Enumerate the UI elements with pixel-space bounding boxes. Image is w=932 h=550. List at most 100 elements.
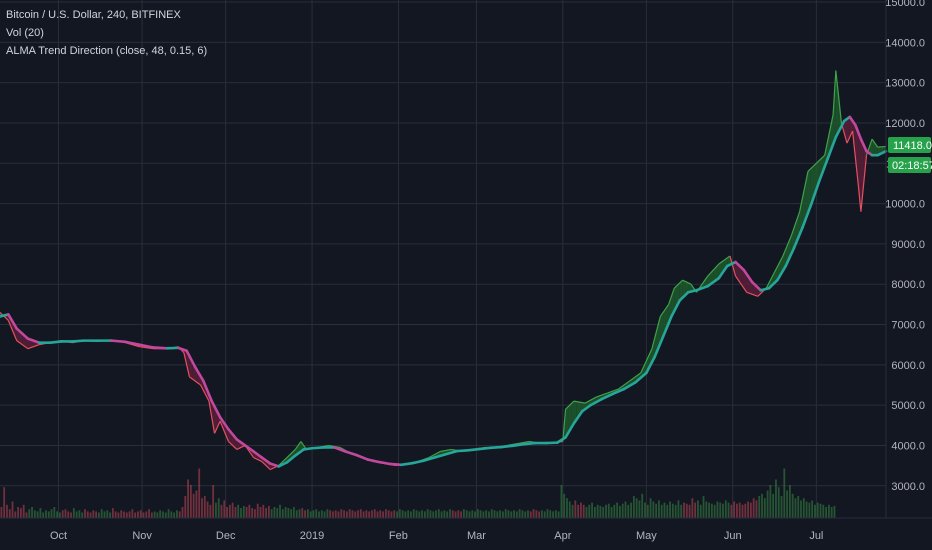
volume-bar xyxy=(382,511,384,518)
volume-bar xyxy=(421,510,424,518)
price-segment xyxy=(782,235,792,257)
legend-volume[interactable]: Vol (20) xyxy=(6,27,44,39)
volume-bar xyxy=(332,511,334,518)
alma-segment xyxy=(854,123,863,141)
volume-bar xyxy=(446,511,449,518)
volume-bar xyxy=(644,502,646,518)
volume-bar xyxy=(697,500,699,518)
alma-segment xyxy=(294,448,305,457)
volume-bar xyxy=(164,512,167,518)
alma-segment xyxy=(834,119,846,139)
alma-segment xyxy=(377,460,392,466)
alma-segment xyxy=(177,346,188,353)
volume-bar xyxy=(3,487,6,518)
legend-indicator[interactable]: ALMA Trend Direction (close, 48, 0.15, 6… xyxy=(6,45,208,57)
volume-bar xyxy=(423,511,426,518)
volume-bar xyxy=(212,485,215,518)
volume-bar xyxy=(217,498,220,518)
volume-bar xyxy=(632,496,635,518)
volume-bar xyxy=(504,509,507,518)
price-segment xyxy=(877,145,887,148)
volume-bar xyxy=(401,510,404,518)
volume-bar xyxy=(306,509,309,518)
volume-bar xyxy=(552,511,554,518)
alma-segment xyxy=(611,387,626,396)
alma-segment xyxy=(227,428,239,441)
alma-segment xyxy=(734,260,746,272)
volume-bar xyxy=(340,509,343,518)
volume-bar xyxy=(415,510,418,518)
volume-bar xyxy=(81,512,84,518)
volume-bar xyxy=(429,510,432,518)
alma-fill-segment xyxy=(27,338,31,349)
volume-bar xyxy=(198,468,201,518)
legend-symbol[interactable]: Bitcoin / U.S. Dollar, 240, BITFINEX xyxy=(6,9,181,21)
volume-bar xyxy=(515,511,518,518)
price-segment xyxy=(228,440,238,450)
alma-fill-segment xyxy=(855,124,859,184)
volume-bar xyxy=(460,511,463,518)
volume-bar xyxy=(393,510,396,518)
price-segment xyxy=(815,154,826,164)
alma-fill-segment xyxy=(727,255,730,267)
volume-bar xyxy=(284,507,287,518)
price-segment xyxy=(651,316,661,349)
alma-fill-segment xyxy=(688,282,691,293)
volume-bar xyxy=(585,507,588,518)
volume-bar xyxy=(747,501,749,518)
volume-bar xyxy=(53,507,56,518)
alma-segment xyxy=(784,246,796,268)
price-segment xyxy=(835,70,843,124)
y-tick-label: 14000.0 xyxy=(885,37,925,49)
volume-bar xyxy=(468,511,471,518)
volume-series xyxy=(0,468,836,518)
alma-segment xyxy=(670,299,682,318)
volume-bar xyxy=(315,509,318,518)
volume-bar xyxy=(159,510,162,518)
price-segment xyxy=(871,138,879,148)
volume-bar xyxy=(84,509,86,518)
volume-bar xyxy=(290,509,293,518)
alma-segment xyxy=(277,461,289,468)
price-segment xyxy=(7,320,18,341)
volume-bar xyxy=(234,507,237,518)
volume-bar xyxy=(156,512,159,518)
volume-bar xyxy=(359,509,362,518)
volume-bar xyxy=(98,512,100,518)
alma-fill-segment xyxy=(741,267,744,289)
x-tick-label: Mar xyxy=(467,530,486,542)
time-axis[interactable]: Oct Nov Dec 2019 Feb Mar Apr May Jun Jul xyxy=(50,530,823,542)
volume-bar xyxy=(833,505,836,518)
alma-segment xyxy=(581,403,592,413)
volume-bar xyxy=(181,507,184,518)
y-tick-label: 13000.0 xyxy=(885,78,925,90)
volume-bar xyxy=(705,501,708,518)
volume-bar xyxy=(376,511,379,518)
alma-segment xyxy=(333,446,347,453)
price-segment xyxy=(200,384,210,402)
volume-bar xyxy=(17,507,20,518)
alma-segment xyxy=(260,456,272,465)
alma-segment xyxy=(622,381,637,391)
volume-bar xyxy=(142,512,145,518)
volume-bar xyxy=(86,511,89,518)
volume-bar xyxy=(242,505,245,518)
volume-bar xyxy=(19,508,22,518)
x-tick-label: Feb xyxy=(389,530,408,542)
volume-bar xyxy=(627,504,630,518)
price-segment xyxy=(682,279,692,285)
alma-segment xyxy=(433,453,448,459)
alma-segment xyxy=(422,456,436,463)
volume-bar xyxy=(287,508,290,518)
volume-bar xyxy=(128,511,131,518)
volume-bar xyxy=(465,510,468,518)
volume-bar xyxy=(145,511,148,518)
volume-bar xyxy=(669,501,671,518)
volume-bar xyxy=(819,503,822,518)
price-segment xyxy=(573,400,586,404)
volume-bar xyxy=(510,511,513,518)
volume-bar xyxy=(259,507,262,518)
volume-bar xyxy=(635,498,638,518)
volume-bar xyxy=(426,509,429,518)
